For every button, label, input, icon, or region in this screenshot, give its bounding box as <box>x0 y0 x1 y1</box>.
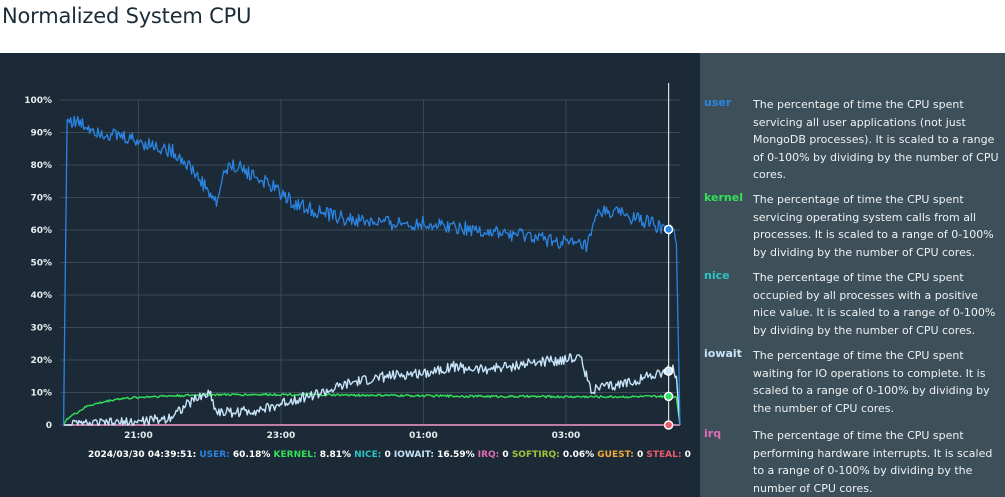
legend-description-irq: The percentage of time the CPU spent per… <box>753 429 993 495</box>
series-line-iowait <box>63 353 681 426</box>
legend-description-iowait: The percentage of time the CPU spent wai… <box>753 349 990 415</box>
legend-description-user: The percentage of time the CPU spent ser… <box>753 98 999 181</box>
x-tick-label: 03:00 <box>552 431 581 441</box>
readout-label-kernel: KERNEL: <box>274 450 317 460</box>
legend-description-nice: The percentage of time the CPU spent occ… <box>753 271 996 337</box>
readout-value-guest: 0 <box>634 450 647 460</box>
y-tick-label: 40% <box>30 291 52 301</box>
legend-description-kernel: The percentage of time the CPU spent ser… <box>753 193 994 259</box>
y-axis-ticks: 0 10% 20% 30% 40% 50% 60% 70% 80% 90% 100% <box>24 96 52 431</box>
legend-panel: user The percentage of time the CPU spen… <box>700 53 1005 497</box>
y-tick-label: 30% <box>30 324 52 334</box>
legend-name-irq: irq <box>704 427 722 440</box>
readout-label-nice: NICE: <box>354 450 381 460</box>
y-tick-label: 50% <box>30 259 52 269</box>
cpu-line-chart[interactable]: 0 10% 20% 30% 40% 50% 60% 70% 80% 90% 100% 21:00 23… <box>0 53 700 497</box>
y-tick-label: 10% <box>30 389 52 399</box>
y-tick-label: 80% <box>30 161 52 171</box>
y-tick-label: 100% <box>24 96 52 106</box>
readout-value-softirq: 0.06% <box>560 450 598 460</box>
y-tick-label: 70% <box>30 194 52 204</box>
series-lines <box>62 115 681 426</box>
cursor-marker-steal <box>663 420 674 430</box>
x-tick-label: 23:00 <box>267 431 296 441</box>
readout-value-kernel: 8.81% <box>317 450 355 460</box>
readout-label-iowait: IOWAIT: <box>394 450 434 460</box>
readout-value-steal: 0 <box>681 450 690 460</box>
readout-value-nice: 0 <box>381 450 394 460</box>
cursor-marker-user <box>663 224 674 235</box>
readout-value-iowait: 16.59% <box>434 450 478 460</box>
readout-label-steal: STEAL: <box>646 450 681 460</box>
y-tick-label: 60% <box>30 226 52 236</box>
series-line-kernel <box>62 392 681 426</box>
y-tick-label: 20% <box>30 356 52 366</box>
legend-name-iowait: iowait <box>704 347 742 360</box>
readout-value-user: 60.18% <box>230 450 274 460</box>
readout-timestamp: 2024/03/30 04:39:51: <box>88 450 199 460</box>
series-line-user <box>62 115 681 426</box>
readout-label-user: USER: <box>199 450 229 460</box>
hover-cursor <box>663 83 674 430</box>
readout-value-irq: 0 <box>499 450 512 460</box>
page-title: Normalized System CPU <box>2 4 252 28</box>
cursor-marker-kernel <box>663 391 674 402</box>
legend-name-user: user <box>704 96 732 109</box>
readout-label-softirq: SOFTIRQ: <box>512 450 560 460</box>
hover-readout: 2024/03/30 04:39:51: USER: 60.18% KERNEL… <box>88 450 691 460</box>
legend-name-kernel: kernel <box>704 191 743 204</box>
y-tick-label: 90% <box>30 129 52 139</box>
y-tick-label: 0 <box>46 421 52 431</box>
legend-name-nice: nice <box>704 269 730 282</box>
x-tick-label: 01:00 <box>409 431 438 441</box>
cursor-marker-iowait <box>663 366 674 376</box>
x-tick-label: 21:00 <box>124 431 153 441</box>
readout-label-guest: GUEST: <box>597 450 634 460</box>
x-axis-ticks: 21:00 23:00 01:00 03:00 <box>124 431 580 441</box>
readout-label-irq: IRQ: <box>478 450 500 460</box>
chart-panel[interactable]: 0 10% 20% 30% 40% 50% 60% 70% 80% 90% 100% 21:00 23… <box>0 53 700 497</box>
